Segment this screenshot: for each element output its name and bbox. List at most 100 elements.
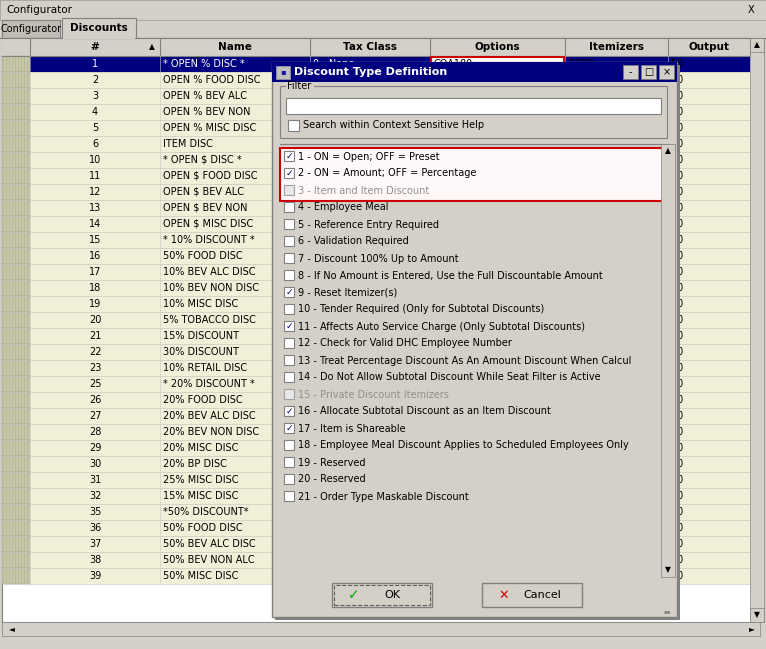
Text: E0: E0 <box>671 443 683 453</box>
Bar <box>2 88 30 104</box>
Bar <box>2 248 30 264</box>
Text: E0: E0 <box>671 523 683 533</box>
Text: Filter: Filter <box>287 81 311 91</box>
Bar <box>30 424 750 440</box>
Bar <box>2 360 30 376</box>
Bar <box>0 0 766 20</box>
Text: ▲: ▲ <box>149 42 155 51</box>
Text: 30: 30 <box>89 459 101 469</box>
Text: 17: 17 <box>89 267 101 277</box>
Text: E0: E0 <box>671 491 683 501</box>
Text: E0: E0 <box>671 539 683 549</box>
Bar <box>284 372 294 382</box>
Text: FC00: FC00 <box>569 59 594 69</box>
Text: E0: E0 <box>671 507 683 517</box>
Text: ✓: ✓ <box>285 407 293 416</box>
Text: 19: 19 <box>89 299 101 309</box>
Bar <box>280 148 663 201</box>
Text: ✓: ✓ <box>285 169 293 178</box>
Text: 26: 26 <box>89 395 101 405</box>
Text: 00: 00 <box>671 187 683 197</box>
Text: 6: 6 <box>92 139 98 149</box>
Text: 25: 25 <box>89 379 101 389</box>
Text: E0: E0 <box>671 91 683 101</box>
Text: 50% FOOD DISC: 50% FOOD DISC <box>163 251 243 261</box>
Text: 15% DISCOUNT: 15% DISCOUNT <box>163 331 239 341</box>
Bar <box>275 65 680 620</box>
Bar <box>288 120 299 131</box>
Bar <box>30 168 750 184</box>
Bar <box>2 152 30 168</box>
Text: OPEN $ FOOD DISC: OPEN $ FOOD DISC <box>163 171 257 181</box>
Text: ▼: ▼ <box>754 611 760 620</box>
Bar <box>272 62 677 617</box>
Text: 39: 39 <box>89 571 101 581</box>
Text: 11: 11 <box>89 171 101 181</box>
Text: 10: 10 <box>89 155 101 165</box>
Bar <box>284 253 294 263</box>
Bar <box>2 622 760 636</box>
Bar <box>30 376 750 392</box>
Bar <box>30 136 750 152</box>
Text: 12: 12 <box>89 187 101 197</box>
Text: ✓: ✓ <box>285 288 293 297</box>
Text: 1: 1 <box>92 59 98 69</box>
Text: OPEN $ BEV ALC: OPEN $ BEV ALC <box>163 187 244 197</box>
Text: 11 - Affects Auto Service Charge (Only Subtotal Discounts): 11 - Affects Auto Service Charge (Only S… <box>298 321 585 332</box>
Bar <box>284 168 294 178</box>
Text: 16: 16 <box>89 251 101 261</box>
Text: OPEN $ MISC DISC: OPEN $ MISC DISC <box>163 219 254 229</box>
Bar <box>2 232 30 248</box>
Bar <box>30 296 750 312</box>
Text: □: □ <box>644 67 653 77</box>
Bar <box>30 440 750 456</box>
Text: Cancel: Cancel <box>523 590 561 600</box>
Bar <box>30 248 750 264</box>
Text: ITEM DISC: ITEM DISC <box>163 139 213 149</box>
Text: ▲: ▲ <box>754 40 760 49</box>
Text: FF00: FF00 <box>569 75 592 85</box>
Bar <box>2 504 30 520</box>
Text: E0: E0 <box>671 395 683 405</box>
Text: ...: ... <box>553 75 561 84</box>
Bar <box>284 321 294 331</box>
Text: 2 - ON = Amount; OFF = Percentage: 2 - ON = Amount; OFF = Percentage <box>298 169 476 178</box>
Text: ▪: ▪ <box>280 67 286 77</box>
Text: 20% BP DISC: 20% BP DISC <box>163 459 227 469</box>
Text: 6 - Validation Required: 6 - Validation Required <box>298 236 409 247</box>
Bar <box>30 328 750 344</box>
Text: 00: 00 <box>671 203 683 213</box>
Text: E0: E0 <box>671 107 683 117</box>
Bar <box>2 472 30 488</box>
Bar <box>750 608 764 622</box>
Bar <box>2 456 30 472</box>
Bar <box>30 216 750 232</box>
Text: 9 - Reset Itemizer(s): 9 - Reset Itemizer(s) <box>298 288 398 297</box>
Text: 4 - Employee Meal: 4 - Employee Meal <box>298 202 388 212</box>
Bar <box>2 536 30 552</box>
Text: 18 - Employee Meal Discount Applies to Scheduled Employees Only: 18 - Employee Meal Discount Applies to S… <box>298 441 629 450</box>
Text: 808000: 808000 <box>434 75 471 85</box>
Text: 4: 4 <box>92 107 98 117</box>
Text: E0: E0 <box>671 379 683 389</box>
Text: Itemizers: Itemizers <box>589 42 644 52</box>
Bar <box>284 491 294 501</box>
Text: 10% RETAIL DISC: 10% RETAIL DISC <box>163 363 247 373</box>
Text: 10% BEV ALC DISC: 10% BEV ALC DISC <box>163 267 256 277</box>
Text: Tax Class: Tax Class <box>343 42 397 52</box>
Bar <box>30 264 750 280</box>
Bar <box>284 185 294 195</box>
Bar <box>284 287 294 297</box>
Text: COA180: COA180 <box>434 59 473 69</box>
Text: OPEN % BEV NON: OPEN % BEV NON <box>163 107 250 117</box>
Bar <box>280 86 667 138</box>
Text: OPEN $ BEV NON: OPEN $ BEV NON <box>163 203 247 213</box>
Text: 10% BEV NON DISC: 10% BEV NON DISC <box>163 283 259 293</box>
Bar <box>2 568 30 584</box>
Bar <box>62 18 136 38</box>
Bar <box>2 216 30 232</box>
Text: E0: E0 <box>671 347 683 357</box>
Bar <box>284 219 294 229</box>
Bar <box>2 424 30 440</box>
Text: 15% MISC DISC: 15% MISC DISC <box>163 491 238 501</box>
